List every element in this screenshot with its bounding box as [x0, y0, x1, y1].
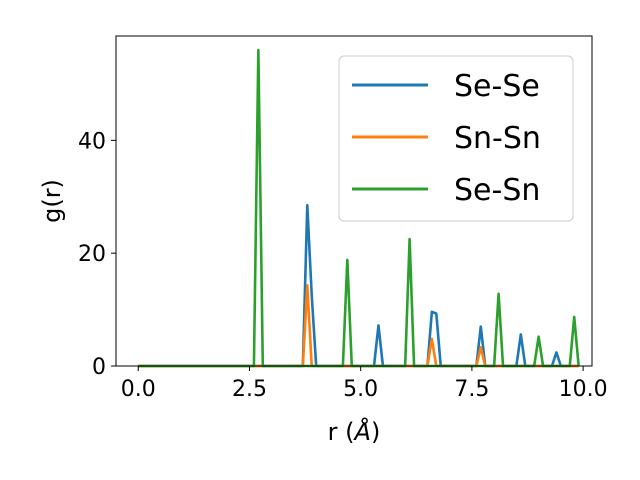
legend-label-2: Sn-Sn — [454, 121, 541, 156]
x-axis-label: r (Å) — [328, 417, 381, 446]
y-tick-label: 40 — [78, 129, 106, 154]
x-tick-label: 7.5 — [454, 377, 489, 402]
x-tick-label: 0.0 — [121, 377, 156, 402]
legend-frame — [338, 55, 574, 222]
series-line-2 — [138, 284, 579, 368]
plot-frame — [115, 35, 593, 367]
legend-label-3: Se-Sn — [454, 173, 540, 208]
y-tick-label: 20 — [78, 242, 106, 267]
x-tick-label: 10.0 — [559, 377, 608, 402]
legend: Se-Se Sn-Sn Se-Sn — [338, 55, 574, 222]
legend-label-1: Se-Se — [454, 69, 540, 104]
x-tick-label: 5.0 — [343, 377, 378, 402]
y-tick-label: 0 — [92, 355, 106, 380]
x-tick-label: 2.5 — [232, 377, 267, 402]
ticks-layer: 0.0 2.5 5.0 7.5 10.0 0 20 40 — [78, 129, 608, 402]
y-axis-label: g(r) — [38, 179, 66, 223]
